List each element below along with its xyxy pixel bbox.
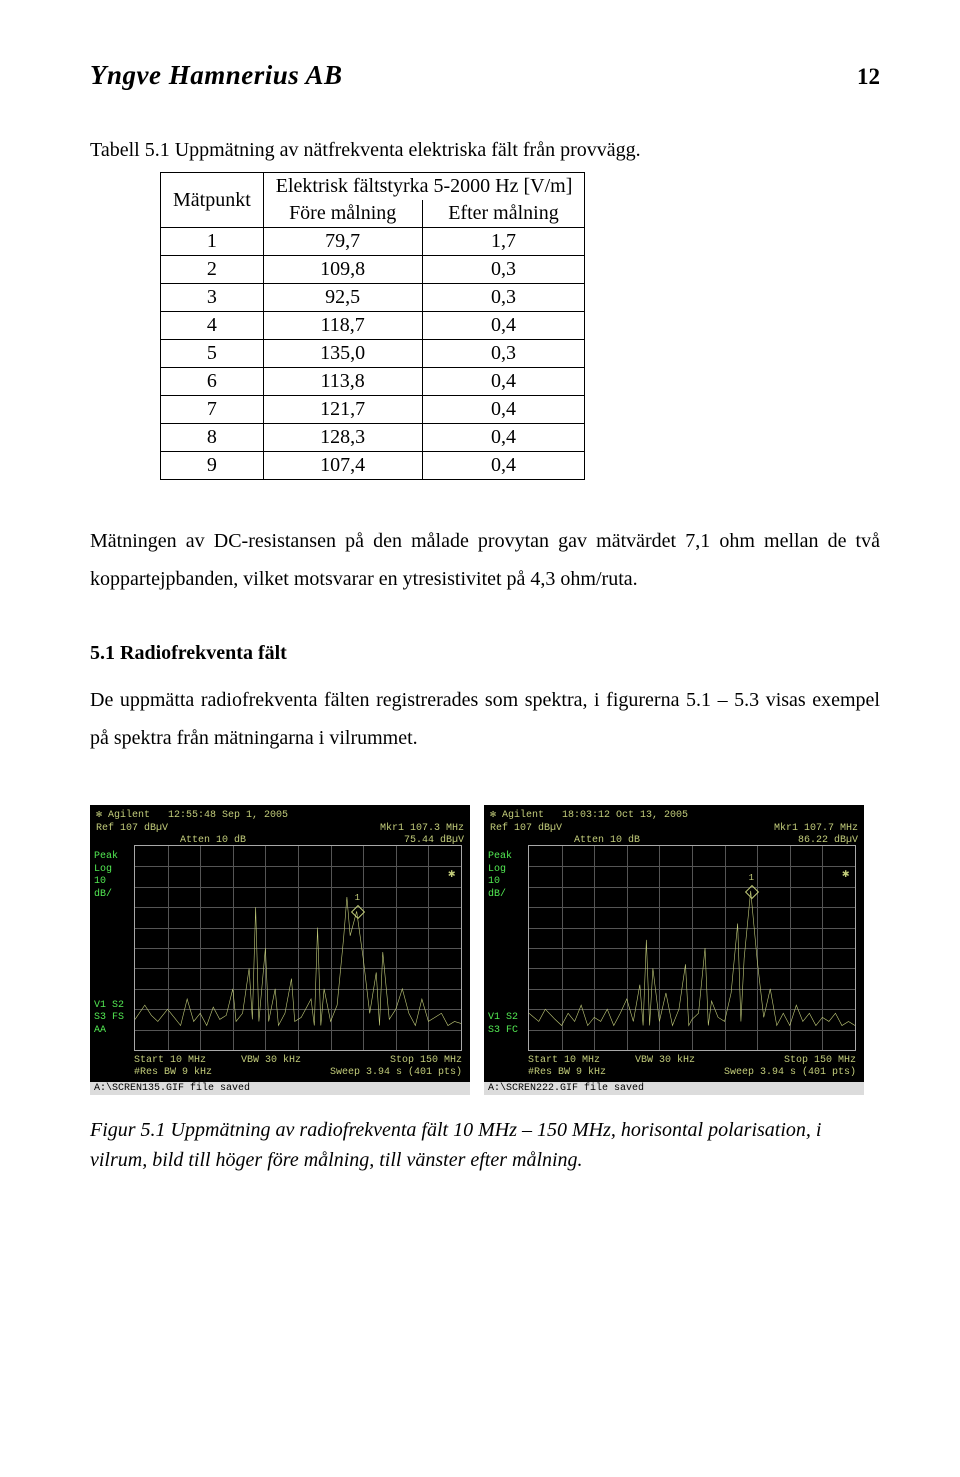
table-cell: 0,4 xyxy=(422,368,585,396)
table-cell: 9 xyxy=(161,452,264,480)
plot-area: 1✱ xyxy=(134,845,462,1051)
table-cell: 0,4 xyxy=(422,424,585,452)
plot-area: 1✱ xyxy=(528,845,856,1051)
axis-center: VBW 30 kHz xyxy=(241,1055,301,1079)
table-cell: 0,3 xyxy=(422,340,585,368)
table-cell: 4 xyxy=(161,312,264,340)
table-cell: 8 xyxy=(161,424,264,452)
table-cell: 0,3 xyxy=(422,256,585,284)
marker-freq: Mkr1 107.3 MHz xyxy=(380,823,464,835)
col-matpunkt: Mätpunkt xyxy=(161,173,264,228)
table-cell: 6 xyxy=(161,368,264,396)
left-labels: PeakLog10dB/ xyxy=(488,851,512,901)
table-cell: 113,8 xyxy=(263,368,422,396)
axis-right: Stop 150 MHzSweep 3.94 s (401 pts) xyxy=(724,1055,856,1079)
table-cell: 107,4 xyxy=(263,452,422,480)
document-title: Yngve Hamnerius AB xyxy=(90,60,343,91)
side-v-labels: V1 S2S3 FSAA xyxy=(94,1000,124,1038)
instrument-label: ✻ Agilent 12:55:48 Sep 1, 2005 xyxy=(96,809,288,821)
table-cell: 0,4 xyxy=(422,312,585,340)
table-row: 4118,70,4 xyxy=(161,312,585,340)
axis-left: Start 10 MHz#Res BW 9 kHz xyxy=(134,1055,212,1079)
table-cell: 128,3 xyxy=(263,424,422,452)
page-number: 12 xyxy=(857,64,880,90)
measurement-table: Mätpunkt Elektrisk fältstyrka 5-2000 Hz … xyxy=(160,172,585,480)
col-span-header: Elektrisk fältstyrka 5-2000 Hz [V/m] xyxy=(263,173,585,201)
axis-right: Stop 150 MHzSweep 3.94 s (401 pts) xyxy=(330,1055,462,1079)
axis-left: Start 10 MHz#Res BW 9 kHz xyxy=(528,1055,606,1079)
table-cell: 0,3 xyxy=(422,284,585,312)
table-cell: 0,4 xyxy=(422,396,585,424)
status-bar: A:\SCREN222.GIF file saved xyxy=(484,1082,864,1095)
left-labels: PeakLog10dB/ xyxy=(94,851,118,901)
table-row: 392,50,3 xyxy=(161,284,585,312)
table-cell: 7 xyxy=(161,396,264,424)
ref-label: Ref 107 dBµV xyxy=(490,823,562,835)
table-cell: 1 xyxy=(161,228,264,256)
table-cell: 109,8 xyxy=(263,256,422,284)
table-row: 8128,30,4 xyxy=(161,424,585,452)
spectrum-left: ✻ Agilent 12:55:48 Sep 1, 2005 Ref 107 dB… xyxy=(90,805,470,1095)
table-row: 179,71,7 xyxy=(161,228,585,256)
table-cell: 3 xyxy=(161,284,264,312)
instrument-label: ✻ Agilent 18:03:12 Oct 13, 2005 xyxy=(490,809,688,821)
table-cell: 92,5 xyxy=(263,284,422,312)
table-cell: 121,7 xyxy=(263,396,422,424)
table-row: 9107,40,4 xyxy=(161,452,585,480)
side-v-labels: V1 S2S3 FC xyxy=(488,1012,518,1037)
paragraph-rf: De uppmätta radiofrekventa fälten regist… xyxy=(90,681,880,757)
paragraph-resistance: Mätningen av DC-resistansen på den målad… xyxy=(90,522,880,598)
spectrum-right: ✻ Agilent 18:03:12 Oct 13, 2005 Ref 107 d… xyxy=(484,805,864,1095)
table-cell: 2 xyxy=(161,256,264,284)
spectrum-row: ✻ Agilent 12:55:48 Sep 1, 2005 Ref 107 dB… xyxy=(90,805,880,1095)
ref-label: Ref 107 dBµV xyxy=(96,823,168,835)
axis-center: VBW 30 kHz xyxy=(635,1055,695,1079)
table-row: 6113,80,4 xyxy=(161,368,585,396)
table-cell: 135,0 xyxy=(263,340,422,368)
status-bar: A:\SCREN135.GIF file saved xyxy=(90,1082,470,1095)
table-row: 2109,80,3 xyxy=(161,256,585,284)
table-cell: 118,7 xyxy=(263,312,422,340)
table-cell: 1,7 xyxy=(422,228,585,256)
table-cell: 0,4 xyxy=(422,452,585,480)
table-row: 7121,70,4 xyxy=(161,396,585,424)
col-before: Före målning xyxy=(263,200,422,228)
table-caption: Tabell 5.1 Uppmätning av nätfrekventa el… xyxy=(90,139,880,162)
header-row: Yngve Hamnerius AB 12 xyxy=(90,60,880,91)
table-cell: 5 xyxy=(161,340,264,368)
col-after: Efter målning xyxy=(422,200,585,228)
table-row: 5135,00,3 xyxy=(161,340,585,368)
figure-caption: Figur 5.1 Uppmätning av radiofrekventa f… xyxy=(90,1115,880,1175)
table-cell: 79,7 xyxy=(263,228,422,256)
marker-freq: Mkr1 107.7 MHz xyxy=(774,823,858,835)
section-heading: 5.1 Radiofrekventa fält xyxy=(90,642,880,665)
